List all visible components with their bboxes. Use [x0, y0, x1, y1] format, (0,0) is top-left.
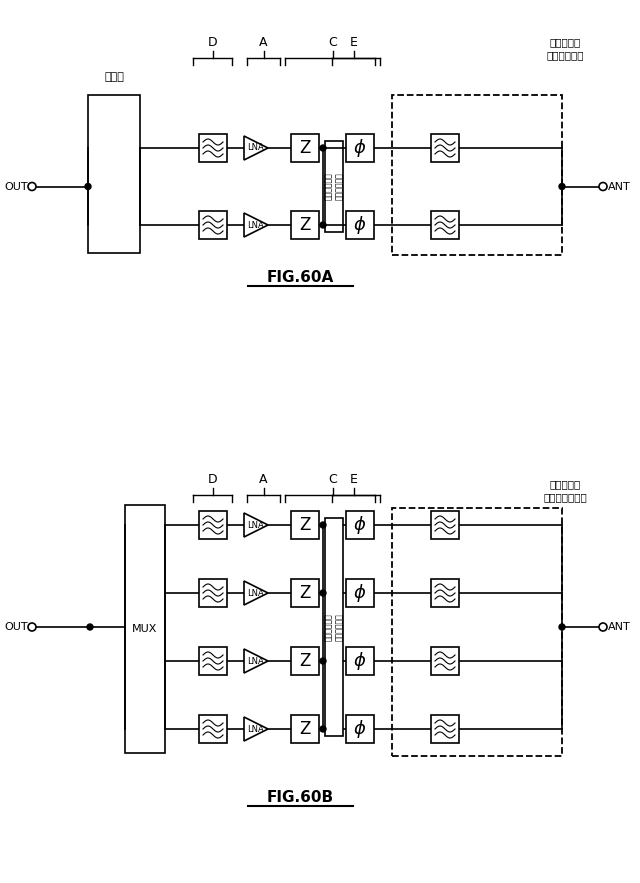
Text: D: D: [208, 36, 218, 49]
Bar: [199, 579, 227, 607]
Circle shape: [320, 590, 326, 596]
Bar: [325, 518, 343, 736]
Text: ANT: ANT: [608, 182, 631, 192]
Bar: [291, 511, 319, 539]
Circle shape: [28, 183, 36, 191]
Bar: [346, 715, 374, 743]
Bar: [431, 211, 459, 239]
Bar: [346, 134, 374, 162]
Text: $\phi$: $\phi$: [353, 718, 367, 740]
Text: $\phi$: $\phi$: [353, 582, 367, 604]
Bar: [431, 134, 459, 162]
Bar: [431, 647, 459, 675]
Text: A: A: [259, 36, 268, 49]
Text: LNA: LNA: [248, 520, 264, 530]
Polygon shape: [244, 717, 268, 741]
Text: ANT: ANT: [608, 622, 631, 632]
Circle shape: [320, 726, 326, 732]
Text: E: E: [349, 36, 357, 49]
Text: Z: Z: [300, 516, 310, 534]
Text: LNA: LNA: [248, 588, 264, 598]
Bar: [291, 715, 319, 743]
Text: LNA: LNA: [248, 221, 264, 230]
Circle shape: [87, 624, 93, 630]
Bar: [291, 134, 319, 162]
Bar: [346, 647, 374, 675]
Bar: [199, 715, 227, 743]
Text: E: E: [349, 473, 357, 486]
Text: LNA: LNA: [248, 656, 264, 666]
Text: フィルタ／
マルチプレクサ: フィルタ／ マルチプレクサ: [543, 479, 587, 502]
Circle shape: [599, 623, 607, 631]
Text: Z: Z: [300, 216, 310, 234]
Text: $\phi$: $\phi$: [353, 214, 367, 236]
Circle shape: [85, 184, 91, 190]
Text: C: C: [328, 473, 337, 486]
Bar: [199, 134, 227, 162]
Text: $\phi$: $\phi$: [353, 514, 367, 536]
Circle shape: [559, 624, 565, 630]
Bar: [346, 579, 374, 607]
Bar: [291, 211, 319, 239]
Bar: [346, 511, 374, 539]
Text: $\phi$: $\phi$: [353, 650, 367, 672]
Circle shape: [320, 522, 326, 528]
Text: Z: Z: [300, 720, 310, 738]
Text: FIG.60B: FIG.60B: [266, 790, 333, 805]
Text: C: C: [328, 36, 337, 49]
Circle shape: [28, 623, 36, 631]
Bar: [88, 95, 140, 253]
Text: FIG.60A: FIG.60A: [266, 270, 333, 285]
Text: Z: Z: [300, 139, 310, 157]
Text: A: A: [259, 473, 268, 486]
Polygon shape: [244, 513, 268, 537]
Text: スイッチング
ネットワーク: スイッチング ネットワーク: [324, 613, 344, 641]
Circle shape: [320, 145, 326, 151]
Bar: [199, 211, 227, 239]
Bar: [125, 505, 165, 753]
Text: MUX: MUX: [132, 624, 157, 634]
Polygon shape: [244, 649, 268, 673]
Text: LNA: LNA: [248, 724, 264, 734]
Bar: [431, 715, 459, 743]
Text: 結合器: 結合器: [104, 72, 124, 82]
Polygon shape: [244, 213, 268, 237]
Bar: [199, 511, 227, 539]
Bar: [392, 95, 562, 255]
Text: Z: Z: [300, 652, 310, 670]
Text: $\phi$: $\phi$: [353, 137, 367, 159]
Polygon shape: [244, 581, 268, 605]
Bar: [346, 211, 374, 239]
Bar: [291, 647, 319, 675]
Text: フィルタ／
ダイプレクサ: フィルタ／ ダイプレクサ: [547, 38, 584, 60]
Text: OUT: OUT: [4, 622, 28, 632]
Text: スイッチング
ネットワーク: スイッチング ネットワーク: [324, 172, 344, 200]
Circle shape: [320, 658, 326, 664]
Text: OUT: OUT: [4, 182, 28, 192]
Circle shape: [599, 183, 607, 191]
Circle shape: [320, 222, 326, 228]
Text: D: D: [208, 473, 218, 486]
Bar: [291, 579, 319, 607]
Bar: [392, 508, 562, 756]
Text: Z: Z: [300, 584, 310, 602]
Bar: [325, 141, 343, 232]
Bar: [431, 511, 459, 539]
Circle shape: [559, 184, 565, 190]
Polygon shape: [244, 136, 268, 160]
Text: LNA: LNA: [248, 144, 264, 153]
Bar: [431, 579, 459, 607]
Bar: [199, 647, 227, 675]
